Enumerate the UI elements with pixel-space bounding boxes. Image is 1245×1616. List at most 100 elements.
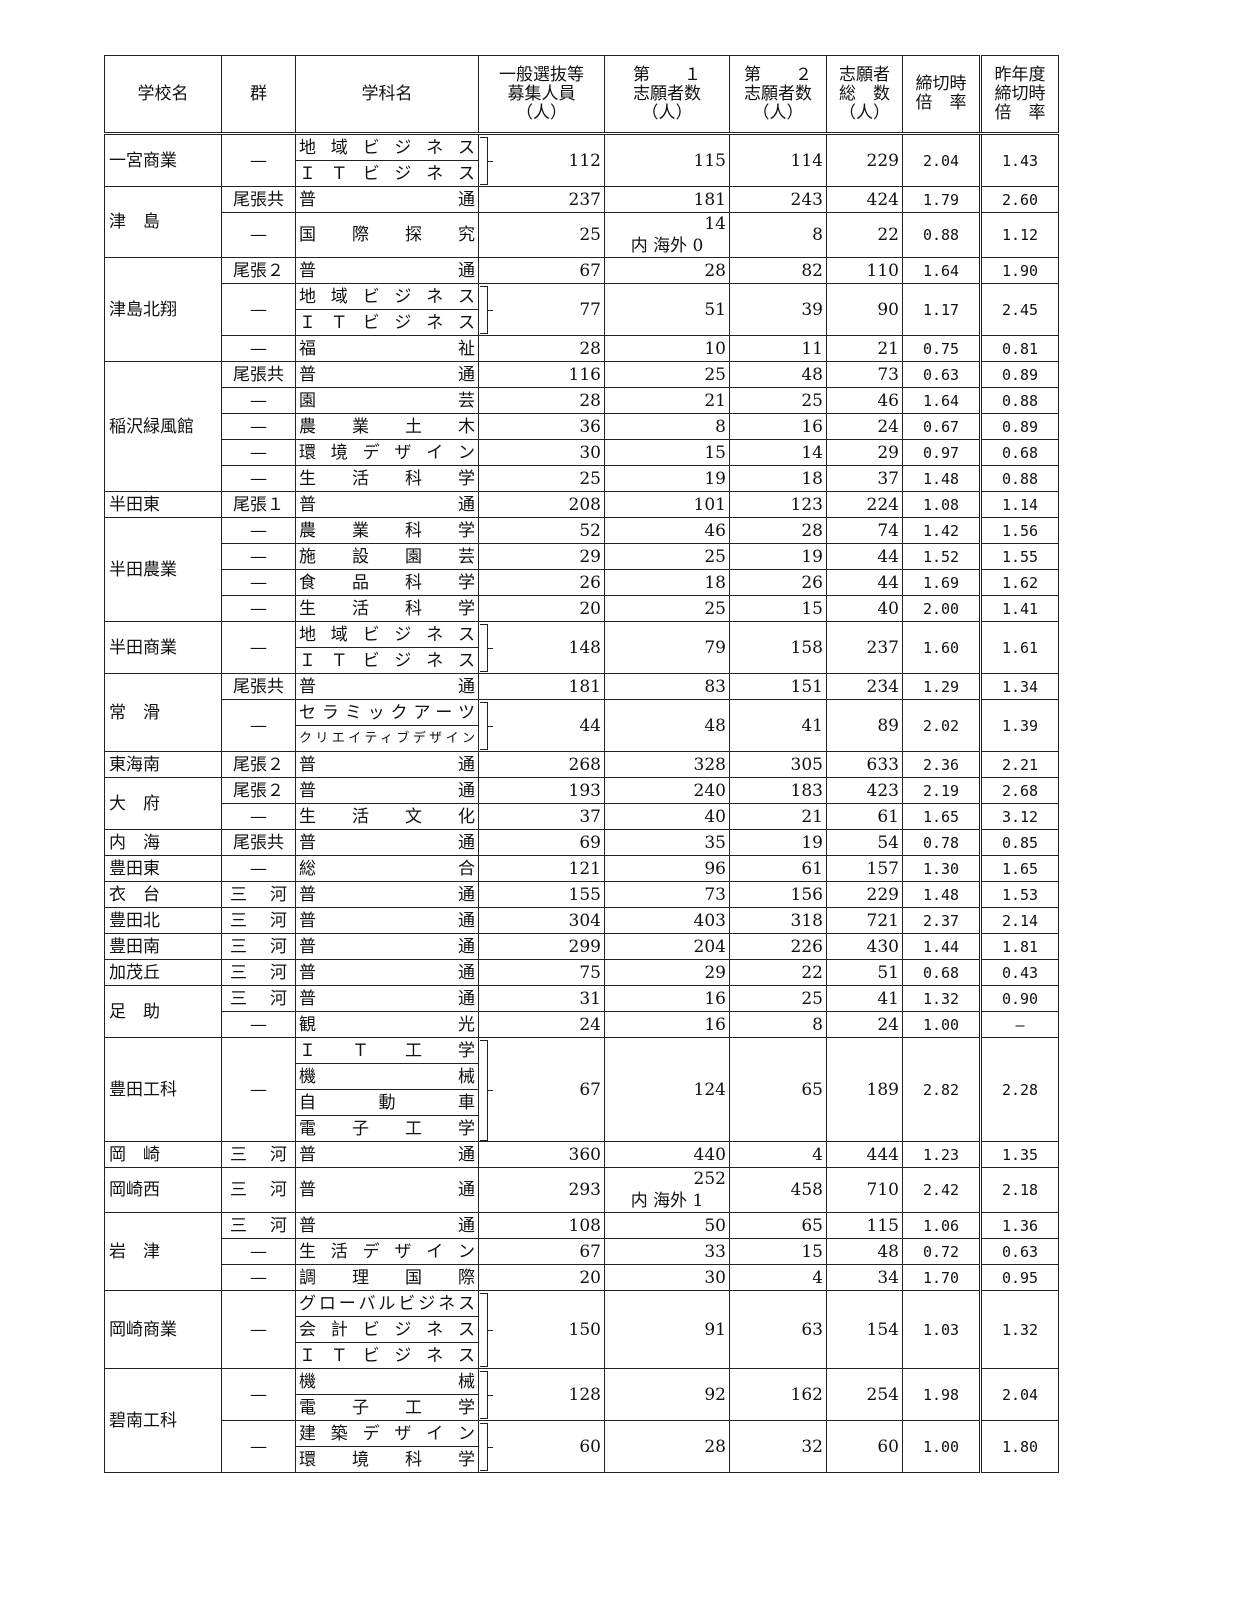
table-row: 東海南 尾張２ 普通 268 328 305 633 2.36 2.21 — [104, 751, 1059, 778]
table-row: 豊田南 三河 普通 299 204 226 430 1.44 1.81 — [104, 933, 1059, 960]
bracket-tick — [487, 1330, 493, 1332]
first-choice-count: 50 — [604, 1212, 730, 1239]
school-name: 稲沢緑風館 — [104, 361, 222, 492]
department-name: 普通 — [295, 186, 479, 213]
first-choice-count: 79 — [604, 621, 730, 674]
table-row: 自動車 — [105, 1089, 1059, 1116]
second-choice-count: 82 — [729, 257, 827, 284]
deadline-ratio: 1.65 — [902, 803, 981, 830]
bracket-tick — [487, 726, 493, 728]
deadline-ratio: 1.60 — [902, 621, 981, 674]
bracket-mark — [480, 137, 493, 186]
department-name: 生活デザイン — [295, 1238, 479, 1265]
last-year-ratio: 2.04 — [979, 1368, 1059, 1421]
group-cell: 尾張共 — [221, 829, 296, 856]
department-name: 普通 — [295, 907, 479, 934]
second-choice-count: 39 — [729, 283, 827, 336]
bracket-mark — [480, 286, 493, 335]
total-applicants: 24 — [826, 413, 903, 440]
second-choice-count: 14 — [729, 439, 827, 466]
deadline-ratio: 1.52 — [902, 543, 981, 570]
table-row: — 地域ビジネス 77 51 39 90 1.17 2.45 — [105, 283, 1059, 336]
group-cell: 三河 — [221, 881, 296, 908]
last-year-ratio: 2.14 — [979, 907, 1059, 934]
total-applicants: 430 — [826, 933, 903, 960]
last-year-ratio: 1.53 — [979, 881, 1059, 908]
last-year-ratio: 1.36 — [979, 1212, 1059, 1239]
second-choice-count: 243 — [729, 186, 827, 213]
recruit-count: 148 — [478, 621, 605, 674]
deadline-ratio: 1.48 — [902, 881, 981, 908]
department-name: 普通 — [295, 829, 479, 856]
recruit-count: 121 — [478, 855, 605, 882]
deadline-ratio: 1.44 — [902, 933, 981, 960]
first-choice-count: 101 — [604, 491, 730, 518]
table-row: ＩＴビジネス — [105, 309, 1059, 336]
header-line: 締切時 — [915, 74, 967, 94]
first-choice-count: 14 内 海外 0 — [604, 212, 730, 258]
recruit-count: 44 — [478, 699, 605, 752]
bracket-mark — [480, 1423, 493, 1472]
recruit-count: 25 — [478, 465, 605, 492]
deadline-ratio: 0.67 — [902, 413, 981, 440]
second-choice-count: 41 — [729, 699, 827, 752]
total-applicants: 73 — [826, 361, 903, 388]
last-year-ratio: 0.90 — [979, 985, 1059, 1012]
deadline-ratio: 0.63 — [902, 361, 981, 388]
total-applicants: 157 — [826, 855, 903, 882]
group-cell: — — [221, 387, 296, 414]
header-recruit: 一般選抜等 募集人員 （人） — [478, 55, 605, 135]
deadline-ratio: 0.72 — [902, 1238, 981, 1265]
recruit-count: 155 — [478, 881, 605, 908]
first-choice-count: 240 — [604, 777, 730, 804]
table-row: — 生活文化 37 40 21 61 1.65 3.12 — [105, 803, 1059, 830]
department-name: 普通 — [295, 933, 479, 960]
department-name: 電子工学 — [295, 1394, 479, 1421]
group-cell: 尾張共 — [221, 186, 296, 213]
total-applicants: 41 — [826, 985, 903, 1012]
department-name: 普通 — [295, 881, 479, 908]
group-cell: — — [221, 413, 296, 440]
first-choice-count: 46 — [604, 517, 730, 544]
last-year-ratio: 2.21 — [979, 751, 1059, 778]
recruit-count: 36 — [478, 413, 605, 440]
bracket-tick — [487, 161, 493, 163]
first-choice-count: 51 — [604, 283, 730, 336]
first-choice-count: 18 — [604, 569, 730, 596]
second-choice-count: 226 — [729, 933, 827, 960]
table-row: 環境科学 — [105, 1446, 1059, 1473]
total-applicants: 89 — [826, 699, 903, 752]
first-choice-count: 28 — [604, 1420, 730, 1473]
department-name: 普通 — [295, 1141, 479, 1168]
school-name: 半田東 — [104, 491, 222, 518]
school-name: 大 府 — [104, 777, 222, 830]
total-applicants: 74 — [826, 517, 903, 544]
table-row: 半田農業 — 農業科学 52 46 28 74 1.42 1.56 — [104, 517, 1059, 622]
second-choice-count: 305 — [729, 751, 827, 778]
second-choice-count: 151 — [729, 673, 827, 700]
department-name: 機械 — [295, 1063, 479, 1090]
header-first: 第 １ 志願者数 （人） — [604, 55, 730, 135]
deadline-ratio: 2.36 — [902, 751, 981, 778]
group-cell: 尾張１ — [221, 491, 296, 518]
last-year-ratio: 1.43 — [979, 133, 1059, 187]
table-row: 衣 台三河 普通 155 73 156 229 1.48 1.53 — [104, 881, 1059, 908]
department-name: セラミックアーツ — [295, 699, 479, 726]
recruit-count: 29 — [478, 543, 605, 570]
total-applicants: 229 — [826, 881, 903, 908]
group-cell: — — [221, 439, 296, 466]
first-choice-count: 181 — [604, 186, 730, 213]
recruit-count: 20 — [478, 1264, 605, 1291]
second-choice-count: 16 — [729, 413, 827, 440]
total-applicants: 60 — [826, 1420, 903, 1473]
department-name: 普通 — [295, 959, 479, 986]
deadline-ratio: 2.82 — [902, 1037, 981, 1142]
bracket-mark — [480, 702, 493, 751]
second-choice-count: 458 — [729, 1167, 827, 1213]
last-year-ratio: 1.81 — [979, 933, 1059, 960]
department-name: 普通 — [295, 491, 479, 518]
second-choice-count: 4 — [729, 1141, 827, 1168]
second-choice-count: 65 — [729, 1212, 827, 1239]
school-name: 一宮商業 — [104, 133, 222, 187]
header-line: 一般選抜等 — [499, 64, 584, 85]
